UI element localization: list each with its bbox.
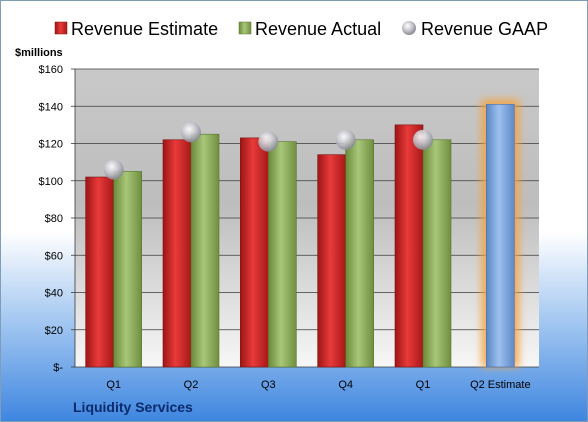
legend: Revenue Estimate Revenue Actual Revenue … <box>54 19 548 39</box>
x-tick-label: Q1 <box>106 379 121 391</box>
bar-revenue-estimate <box>85 176 114 368</box>
revenue-chart: Revenue Estimate Revenue Actual Revenue … <box>15 19 548 391</box>
y-tick-label: $120 <box>39 139 63 151</box>
bar-revenue-actual <box>113 171 142 368</box>
bar-revenue-actual <box>345 139 374 368</box>
bar-revenue-estimate <box>240 137 269 368</box>
bar-revenue-actual <box>190 133 220 368</box>
bar-revenue-estimate <box>394 124 424 368</box>
y-tick-label: $80 <box>45 213 63 225</box>
y-tick-label: $100 <box>39 176 63 188</box>
legend-label-estimate: Revenue Estimate <box>71 19 218 39</box>
legend-label-actual: Revenue Actual <box>255 19 381 39</box>
bar-revenue-actual <box>268 141 297 368</box>
legend-label-gaap: Revenue GAAP <box>421 19 548 39</box>
x-tick-label: Q4 <box>338 379 353 391</box>
x-axis-ticks: Q1 Q2 Q3 Q4 Q1 Q2 Estimate <box>106 379 530 391</box>
legend-swatch-gaap <box>402 21 416 35</box>
bar-revenue-estimate <box>162 139 192 368</box>
marker-revenue-gaap <box>181 122 201 143</box>
bar-revenue-estimate <box>317 154 346 368</box>
data-marks <box>85 99 520 368</box>
marker-revenue-gaap <box>335 129 356 150</box>
y-tick-label: $160 <box>39 64 63 76</box>
legend-swatch-estimate <box>54 21 68 35</box>
company-name: Liquidity Services <box>73 399 193 415</box>
x-tick-label: Q1 <box>416 379 431 391</box>
y-tick-label: $20 <box>45 325 63 337</box>
marker-revenue-gaap <box>258 131 279 152</box>
x-tick-label: Q3 <box>261 379 276 391</box>
x-tick-label: Q2 <box>184 379 199 391</box>
bar-revenue-actual <box>422 139 452 368</box>
y-tick-label: $- <box>53 362 63 374</box>
marker-revenue-gaap <box>103 159 124 180</box>
y-tick-label: $40 <box>45 288 63 300</box>
y-tick-label: $60 <box>45 250 63 262</box>
x-tick-label: Q2 Estimate <box>470 379 531 391</box>
legend-swatch-actual <box>238 21 252 35</box>
marker-revenue-gaap <box>413 129 433 150</box>
y-axis-ticks: $- $20 $40 $60 $80 $100 $120 $140 $160 <box>39 64 75 374</box>
y-axis-unit-label: $millions <box>15 47 63 59</box>
y-tick-label: $140 <box>39 101 63 113</box>
bar-revenue-estimate-future <box>486 104 515 368</box>
